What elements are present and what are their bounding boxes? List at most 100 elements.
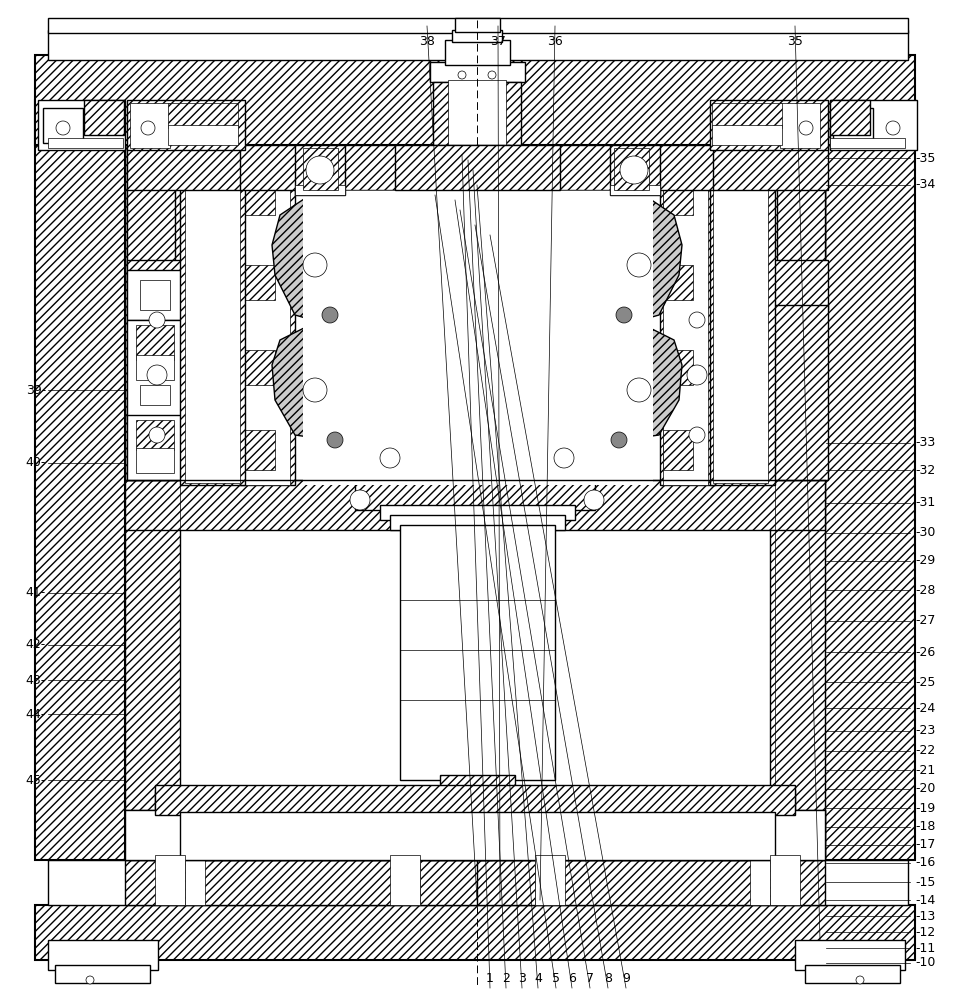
Bar	[125, 145, 180, 860]
Bar	[154, 855, 185, 905]
Text: -19: -19	[914, 802, 934, 814]
Bar	[303, 148, 337, 190]
Text: -34: -34	[914, 178, 934, 192]
Bar	[48, 30, 907, 60]
Bar	[303, 145, 402, 190]
Bar	[669, 415, 724, 480]
Bar	[444, 145, 510, 160]
Bar	[455, 300, 497, 320]
Circle shape	[327, 432, 343, 448]
Circle shape	[799, 121, 812, 135]
Bar	[127, 188, 177, 268]
Bar	[168, 125, 237, 145]
Bar	[140, 280, 170, 310]
Circle shape	[554, 448, 574, 468]
Bar	[662, 430, 692, 470]
Bar	[749, 860, 769, 905]
Circle shape	[626, 253, 650, 277]
Text: 39-: 39-	[26, 383, 46, 396]
Text: -29: -29	[914, 554, 934, 568]
Bar	[444, 40, 510, 65]
Bar	[662, 350, 692, 385]
Circle shape	[141, 121, 154, 135]
Bar	[679, 325, 718, 360]
Bar	[535, 860, 555, 905]
Bar	[48, 940, 158, 970]
Bar	[439, 775, 515, 810]
Circle shape	[322, 307, 337, 323]
Text: -10: -10	[914, 956, 934, 970]
Bar	[125, 810, 824, 860]
Circle shape	[379, 448, 399, 468]
Text: -31: -31	[914, 496, 934, 510]
Text: 8: 8	[603, 972, 612, 985]
Bar	[461, 840, 492, 860]
Bar	[130, 103, 170, 148]
Text: -35: -35	[914, 151, 934, 164]
Text: -22: -22	[914, 744, 934, 758]
Bar	[712, 148, 767, 483]
Bar	[669, 320, 724, 420]
Bar	[709, 100, 827, 150]
Text: 4: 4	[534, 972, 541, 985]
Circle shape	[688, 427, 704, 443]
Bar	[240, 145, 294, 485]
Bar	[669, 270, 724, 320]
Bar	[679, 420, 718, 450]
Bar	[245, 350, 274, 385]
Circle shape	[688, 312, 704, 328]
Bar	[136, 325, 173, 360]
Bar	[127, 145, 177, 290]
Bar	[709, 260, 827, 310]
Text: 41-: 41-	[26, 586, 46, 599]
Bar	[180, 812, 774, 860]
Bar	[832, 108, 872, 143]
Circle shape	[149, 427, 165, 443]
Text: 40-: 40-	[26, 456, 46, 470]
Bar	[125, 810, 824, 860]
Bar	[180, 145, 245, 485]
Circle shape	[303, 378, 327, 402]
Bar	[395, 145, 559, 190]
Bar	[245, 265, 274, 300]
Bar	[43, 108, 83, 143]
Bar	[609, 185, 659, 195]
Bar	[452, 820, 501, 840]
Text: -27: -27	[914, 614, 934, 628]
Bar	[390, 855, 419, 905]
Bar	[448, 808, 505, 823]
Text: 44-: 44-	[26, 708, 46, 720]
Bar	[433, 82, 520, 147]
Bar	[127, 415, 182, 480]
Bar	[662, 180, 692, 215]
Circle shape	[56, 121, 70, 135]
Text: -30: -30	[914, 526, 934, 540]
Text: 38: 38	[418, 35, 435, 48]
Bar	[659, 145, 714, 485]
Bar	[379, 505, 575, 520]
Bar	[804, 965, 899, 983]
Circle shape	[147, 365, 167, 385]
Bar	[48, 18, 907, 33]
Bar	[711, 125, 781, 145]
Text: 35: 35	[786, 35, 802, 48]
Bar	[448, 80, 505, 150]
Bar	[140, 385, 170, 405]
Text: -32: -32	[914, 464, 934, 477]
Bar	[294, 185, 345, 195]
Bar	[614, 148, 648, 190]
Text: 42-: 42-	[26, 639, 46, 652]
Bar	[535, 855, 564, 905]
Bar	[240, 145, 305, 190]
Bar	[709, 305, 827, 480]
Bar	[399, 860, 419, 905]
Bar	[136, 355, 173, 380]
Circle shape	[303, 253, 327, 277]
Bar	[678, 385, 707, 405]
Bar	[154, 790, 794, 810]
Circle shape	[306, 156, 334, 184]
Bar	[127, 100, 245, 150]
Text: -21: -21	[914, 764, 934, 776]
Circle shape	[86, 976, 94, 984]
Bar	[125, 480, 824, 530]
